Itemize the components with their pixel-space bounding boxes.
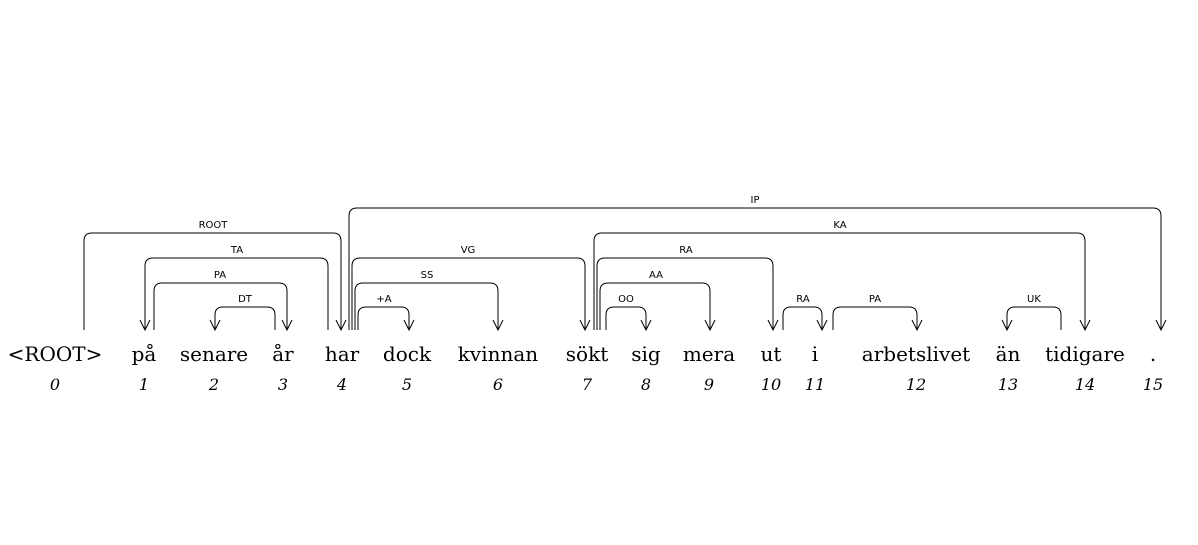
token-word: år [272,342,294,366]
arc-label: PA [214,270,226,281]
arc-label: RA [796,294,810,305]
arc-label: RA [679,245,693,256]
arrowhead-icon [403,319,415,332]
arrowhead-icon [767,319,779,332]
arrowhead-icon [139,319,151,332]
arc-line [153,282,288,330]
token-word: ut [761,342,782,366]
arc-line [605,306,647,330]
token-index: 6 [493,375,503,394]
arc-line [354,282,499,330]
arc-label: KA [833,220,846,231]
token-index: 1 [139,375,149,394]
token-word: i [812,342,818,366]
dependency-arc: PA [153,270,293,332]
arc-line [782,306,823,330]
arc-label: TA [230,245,243,256]
arc-line [593,232,1086,330]
token-word: än [996,342,1021,366]
dependency-arc: +A [357,294,415,332]
arc-label: VG [461,245,476,256]
token-word: sig [631,342,661,366]
token-index: 10 [761,375,781,394]
arrowhead-icon [816,319,828,332]
token-word: dock [383,342,432,366]
tokens-layer: <ROOT> 0 på 1 senare 2 år 3 har 4 dock 5 kvinnan 6 sök… [8,342,1164,394]
token-index: 14 [1075,375,1095,394]
dependency-arc: OO [605,294,652,332]
arc-label: AA [649,270,663,281]
arrowhead-icon [911,319,923,332]
arc-label: +A [376,294,391,305]
arc-line [83,232,342,330]
token-index: 11 [805,375,825,394]
arc-line [832,306,918,330]
dependency-arc: PA [832,294,923,332]
token-word: mera [683,342,735,366]
token-index: 2 [208,375,219,394]
dependency-arc: RA [782,294,828,332]
token-word: <ROOT> [8,342,103,366]
dependency-arc: VG [351,245,591,332]
arc-label: SS [421,270,434,281]
arrowhead-icon [335,319,347,332]
arc-line [214,306,276,330]
arc-line [599,282,711,330]
arc-label: ROOT [199,220,229,231]
dependency-arc: SS [354,270,504,332]
dependency-arc: KA [593,220,1091,332]
token-index: 12 [906,375,926,394]
token-word: . [1150,342,1156,366]
arc-label: DT [238,294,253,305]
token-word: arbetslivet [862,342,970,366]
arc-line [351,257,586,330]
arc-label: UK [1027,294,1041,305]
dependency-arc: TA [139,245,329,332]
arc-line [1006,306,1062,330]
token-index: 8 [641,375,651,394]
arrowhead-icon [209,319,221,332]
dependency-arc: DT [209,294,276,332]
token-word: senare [180,342,248,366]
token-word: har [325,342,360,366]
token-word: tidigare [1045,342,1125,366]
arc-line [596,257,774,330]
token-index: 5 [402,375,412,394]
token-index: 13 [998,375,1018,394]
arrowhead-icon [1079,319,1091,332]
dependency-arc: IP [348,195,1167,332]
dependency-arc: UK [1001,294,1062,332]
arrowhead-icon [704,319,716,332]
arc-line [357,306,410,330]
arrowhead-icon [281,319,293,332]
arc-line [144,257,329,330]
arc-label: IP [751,195,760,206]
token-index: 7 [582,375,593,394]
arrowhead-icon [579,319,591,332]
arc-label: OO [618,294,634,305]
dependency-arc: AA [599,270,716,332]
arrowhead-icon [492,319,504,332]
token-index: 15 [1143,375,1163,394]
token-word: sökt [566,342,608,366]
dependency-arc: RA [596,245,779,332]
arc-label: PA [869,294,881,305]
arrowhead-icon [640,319,652,332]
arrowhead-icon [1001,319,1013,332]
token-index: 4 [336,375,347,394]
arcs-layer: ROOT TA PA DT IP VG SS +A KA RA AA OO RA PA UK [83,195,1167,332]
token-index: 9 [704,375,714,394]
token-index: 0 [50,375,60,394]
dependency-arc: ROOT [83,220,347,332]
arc-line [348,207,1162,330]
arrowhead-icon [1155,319,1167,332]
token-index: 3 [278,375,288,394]
token-word: kvinnan [458,342,539,366]
token-word: på [132,342,157,366]
